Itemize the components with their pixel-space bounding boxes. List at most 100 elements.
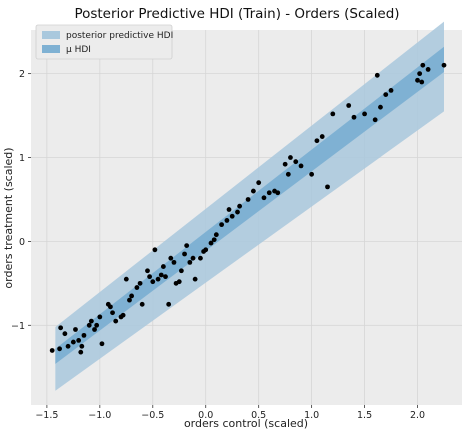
data-point (309, 171, 315, 177)
x-axis-label: orders control (scaled) (184, 417, 308, 430)
y-tick-label: 1 (19, 153, 25, 164)
data-point (81, 332, 87, 338)
data-point (319, 134, 325, 139)
data-point (226, 207, 232, 212)
data-point (237, 203, 243, 209)
legend-label-mu-hdi: μ HDI (66, 45, 91, 55)
data-point (351, 114, 357, 120)
data-point (76, 338, 82, 343)
data-point (213, 232, 219, 238)
data-point (49, 348, 55, 353)
data-point (285, 171, 291, 177)
data-point (219, 222, 225, 228)
data-point (256, 180, 262, 186)
data-point (163, 274, 168, 280)
data-point (198, 255, 203, 261)
x-tick-label: −1.5 (35, 410, 58, 421)
data-point (330, 111, 336, 117)
data-point (147, 274, 153, 280)
data-point (62, 331, 68, 337)
data-point (88, 318, 94, 324)
x-ticks: −1.5 −1.0 −0.5 0.0 0.5 1.0 1.5 2.0 (35, 405, 425, 421)
data-point (58, 325, 64, 331)
x-tick-label: 0.5 (251, 410, 266, 421)
data-point (235, 209, 240, 215)
data-point (187, 259, 193, 265)
data-point (419, 79, 425, 85)
data-point (155, 276, 161, 282)
data-point (113, 318, 119, 324)
data-point (70, 339, 76, 345)
data-point (190, 255, 196, 261)
data-point (120, 312, 126, 318)
data-point (417, 71, 423, 77)
data-point (266, 190, 272, 196)
data-point (123, 276, 129, 282)
y-axis-label: orders treatment (scaled) (2, 147, 15, 288)
data-point (425, 67, 431, 72)
data-point (229, 213, 235, 219)
data-point (92, 327, 97, 332)
data-point (372, 117, 378, 123)
data-point (208, 240, 214, 246)
data-point (182, 251, 187, 257)
y-tick-label: −1 (11, 321, 25, 332)
legend-box (35, 24, 173, 60)
data-point (378, 104, 383, 110)
data-point (192, 276, 198, 282)
data-point (388, 88, 394, 93)
data-point (383, 92, 389, 97)
data-point (245, 197, 251, 202)
data-point (325, 184, 330, 190)
data-point (176, 279, 182, 285)
data-point (275, 190, 281, 196)
x-tick-label: −0.5 (141, 410, 164, 421)
data-point (288, 155, 293, 160)
x-tick-label: 1.0 (304, 410, 319, 421)
data-point (127, 297, 132, 303)
legend-swatch-posterior-predictive-hdi (42, 31, 60, 39)
data-point (158, 272, 164, 278)
data-point (139, 301, 145, 307)
data-point (152, 247, 158, 253)
data-point (137, 280, 143, 286)
data-point (78, 349, 84, 355)
data-point (298, 163, 304, 169)
data-point (415, 77, 420, 83)
data-point (293, 159, 299, 165)
data-points (49, 62, 447, 355)
data-point (73, 327, 78, 332)
data-point (374, 72, 380, 78)
data-point (261, 195, 267, 201)
data-point (178, 268, 184, 274)
data-point (145, 268, 150, 274)
data-point (97, 314, 103, 320)
legend-label-posterior-predictive-hdi: posterior predictive HDI (66, 31, 173, 41)
x-tick-label: 2.0 (410, 410, 425, 421)
chart-title: Posterior Predictive HDI (Train) - Order… (74, 6, 399, 22)
x-tick-label: −1.0 (88, 410, 111, 421)
data-point (184, 243, 190, 249)
x-tick-label: 0.0 (198, 410, 213, 421)
data-point (160, 264, 166, 269)
data-point (314, 138, 320, 144)
data-point (57, 346, 62, 352)
mu-hdi-band (55, 46, 444, 364)
hdi-bands (55, 21, 444, 391)
data-point (224, 218, 230, 223)
data-point (79, 343, 85, 349)
y-ticks: −1 0 1 2 (11, 69, 31, 332)
data-point (129, 293, 135, 299)
data-point (282, 161, 288, 167)
data-point (171, 259, 177, 265)
data-point (203, 247, 209, 253)
x-tick-label: 1.5 (357, 410, 372, 421)
data-point (441, 62, 447, 68)
legend: posterior predictive HDI μ HDI (35, 24, 173, 60)
data-point (166, 301, 172, 307)
data-point (346, 103, 352, 108)
data-point (211, 237, 217, 243)
y-tick-label: 2 (19, 69, 25, 80)
data-point (86, 322, 92, 328)
